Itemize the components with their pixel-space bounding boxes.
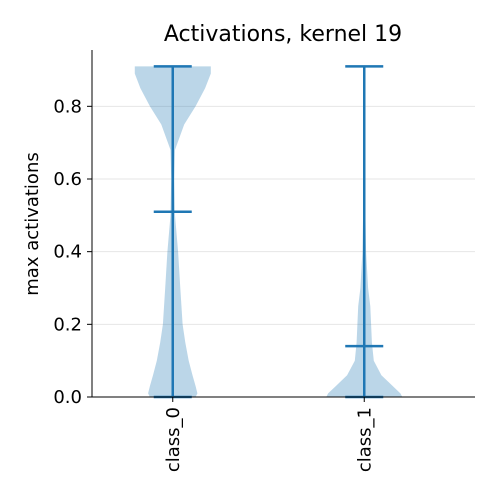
y-tick-label: 0.2 xyxy=(53,314,82,335)
y-tick-label: 0.6 xyxy=(53,169,82,190)
grid-layer xyxy=(92,105,475,398)
tick-layer: 0.0 0.2 0.4 0.6 0.8 class_0 class_1 xyxy=(53,96,375,472)
chart-title: Activations, kernel 19 xyxy=(164,22,402,47)
violin-layer xyxy=(134,65,403,399)
y-tick-label: 0.4 xyxy=(53,242,82,263)
axes-layer xyxy=(91,50,475,398)
y-tick-label: 0.0 xyxy=(53,387,82,408)
y-axis-label: max activations xyxy=(22,152,43,295)
x-tick-label: class_1 xyxy=(354,407,375,472)
y-tick-label: 0.8 xyxy=(53,96,82,117)
x-tick-label: class_0 xyxy=(163,407,184,472)
